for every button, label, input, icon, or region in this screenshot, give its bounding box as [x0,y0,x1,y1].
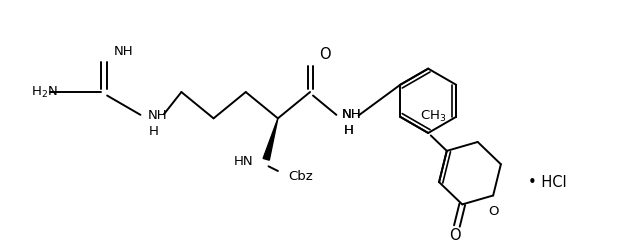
Text: NH: NH [342,108,362,121]
Text: CH$_3$: CH$_3$ [420,109,447,124]
Text: Cbz: Cbz [288,170,312,183]
Text: • HCl: • HCl [527,175,566,190]
Polygon shape [263,118,278,160]
Text: H: H [344,123,354,137]
Text: H$_2$N: H$_2$N [31,84,58,100]
Text: H: H [149,125,159,138]
Text: O: O [488,205,499,218]
Text: H: H [344,123,354,137]
Text: O: O [449,228,460,243]
Text: NH: NH [342,108,362,121]
Text: HN: HN [234,155,253,168]
Text: NH: NH [114,45,134,58]
Text: NH: NH [147,109,167,122]
Text: O: O [319,47,330,61]
